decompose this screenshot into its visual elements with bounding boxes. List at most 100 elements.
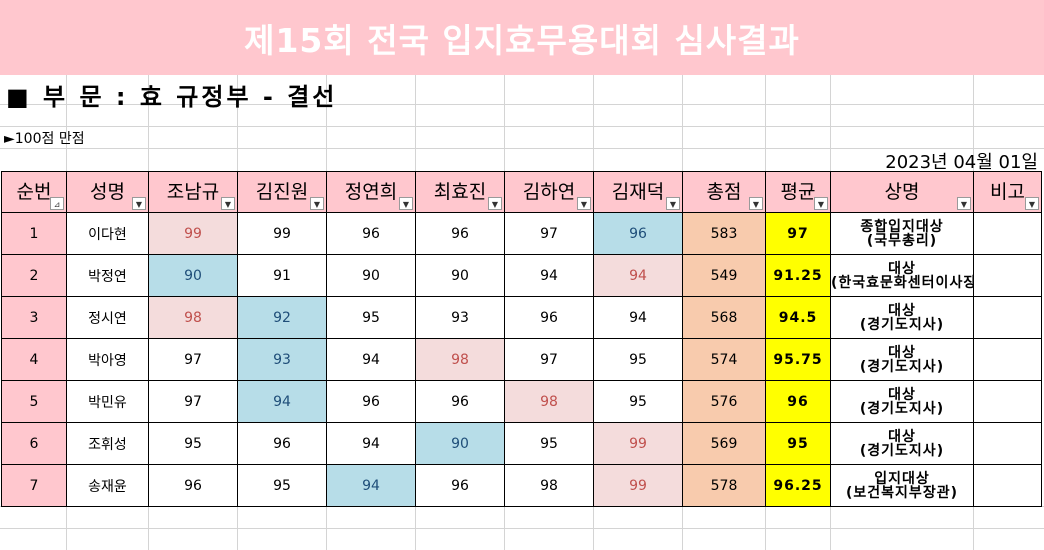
judge-score-cell[interactable]: 90: [415, 254, 505, 297]
name-cell[interactable]: 이다현: [66, 212, 149, 255]
remarks-cell[interactable]: [973, 296, 1042, 339]
total-cell[interactable]: 549: [682, 254, 766, 297]
remarks-cell[interactable]: [973, 380, 1042, 423]
filter-dropdown-icon[interactable]: ▼: [310, 197, 324, 210]
award-cell[interactable]: 종합입지대상 (국무총리): [830, 212, 974, 255]
award-cell[interactable]: 대상 (경기도지사): [830, 380, 974, 423]
judge-score-cell[interactable]: 95: [148, 422, 238, 465]
judge-score-cell[interactable]: 98: [504, 464, 594, 507]
judge-score-cell[interactable]: 94: [504, 254, 594, 297]
name-cell[interactable]: 박아영: [66, 338, 149, 381]
rank-cell[interactable]: 6: [1, 422, 67, 465]
judge-score-cell[interactable]: 94: [593, 254, 683, 297]
judge-score-cell[interactable]: 99: [237, 212, 327, 255]
filter-dropdown-icon[interactable]: ▼: [666, 197, 680, 210]
judge-score-cell[interactable]: 99: [148, 212, 238, 255]
judge-score-cell[interactable]: 96: [593, 212, 683, 255]
table-row: 3 정시연 98 92 95 93 96 94 568 94.5 대상 (경기도지사): [1, 296, 1042, 339]
judge-score-cell[interactable]: 94: [237, 380, 327, 423]
name-cell[interactable]: 조휘성: [66, 422, 149, 465]
sort-filter-icon[interactable]: ⊿: [50, 197, 64, 210]
judge-score-cell[interactable]: 99: [593, 464, 683, 507]
filter-dropdown-icon[interactable]: ▼: [1025, 197, 1039, 210]
rank-cell[interactable]: 5: [1, 380, 67, 423]
judge-score-cell[interactable]: 93: [415, 296, 505, 339]
judge-score-cell[interactable]: 97: [504, 212, 594, 255]
name-cell[interactable]: 박민유: [66, 380, 149, 423]
total-cell[interactable]: 576: [682, 380, 766, 423]
average-cell[interactable]: 96.25: [765, 464, 831, 507]
judge-score-cell[interactable]: 96: [415, 380, 505, 423]
judge-score-cell[interactable]: 98: [415, 338, 505, 381]
judge-score-cell[interactable]: 96: [148, 464, 238, 507]
remarks-cell[interactable]: [973, 422, 1042, 465]
remarks-cell[interactable]: [973, 254, 1042, 297]
judge-score-cell[interactable]: 92: [237, 296, 327, 339]
judge-score-cell[interactable]: 97: [504, 338, 594, 381]
total-cell[interactable]: 574: [682, 338, 766, 381]
award-name: 종합입지대상: [860, 218, 944, 235]
rank-cell[interactable]: 4: [1, 338, 67, 381]
total-cell[interactable]: 568: [682, 296, 766, 339]
average-cell[interactable]: 91.25: [765, 254, 831, 297]
judge-score-cell[interactable]: 95: [504, 422, 594, 465]
average-cell[interactable]: 97: [765, 212, 831, 255]
remarks-cell[interactable]: [973, 464, 1042, 507]
judge-score-cell[interactable]: 95: [593, 380, 683, 423]
judge-score-cell[interactable]: 97: [148, 338, 238, 381]
judge-score-cell[interactable]: 94: [326, 464, 416, 507]
filter-dropdown-icon[interactable]: ▼: [749, 197, 763, 210]
judge-score-cell[interactable]: 96: [415, 212, 505, 255]
judge-score-cell[interactable]: 98: [148, 296, 238, 339]
judge-score-cell[interactable]: 94: [326, 338, 416, 381]
judge-score-cell[interactable]: 93: [237, 338, 327, 381]
filter-dropdown-icon[interactable]: ▼: [399, 197, 413, 210]
average-cell[interactable]: 96: [765, 380, 831, 423]
remarks-cell[interactable]: [973, 212, 1042, 255]
judge-score-cell[interactable]: 96: [415, 464, 505, 507]
name-cell[interactable]: 정시연: [66, 296, 149, 339]
total-cell[interactable]: 569: [682, 422, 766, 465]
judge-score-cell[interactable]: 95: [593, 338, 683, 381]
judge-score-cell[interactable]: 95: [237, 464, 327, 507]
judge-score-cell[interactable]: 96: [326, 212, 416, 255]
total-cell[interactable]: 578: [682, 464, 766, 507]
judge-score-cell[interactable]: 90: [148, 254, 238, 297]
rank-cell[interactable]: 7: [1, 464, 67, 507]
judge-score-cell[interactable]: 97: [148, 380, 238, 423]
rank-cell[interactable]: 3: [1, 296, 67, 339]
average-cell[interactable]: 94.5: [765, 296, 831, 339]
average-cell[interactable]: 95: [765, 422, 831, 465]
rank-cell[interactable]: 1: [1, 212, 67, 255]
award-cell[interactable]: 대상 (경기도지사): [830, 338, 974, 381]
judge-score-cell[interactable]: 90: [326, 254, 416, 297]
filter-dropdown-icon[interactable]: ▼: [221, 197, 235, 210]
judge-score-cell[interactable]: 94: [593, 296, 683, 339]
judge-score-cell[interactable]: 96: [326, 380, 416, 423]
filter-dropdown-icon[interactable]: ▼: [132, 197, 146, 210]
name-cell[interactable]: 박정연: [66, 254, 149, 297]
judge-score-cell[interactable]: 99: [593, 422, 683, 465]
rank-cell[interactable]: 2: [1, 254, 67, 297]
judge-score-cell[interactable]: 98: [504, 380, 594, 423]
award-cell[interactable]: 대상 (경기도지사): [830, 296, 974, 339]
judge-score-cell[interactable]: 91: [237, 254, 327, 297]
award-cell[interactable]: 대상 (한국효문화센터이사장): [830, 254, 974, 297]
judge-score-cell[interactable]: 96: [504, 296, 594, 339]
filter-dropdown-icon[interactable]: ▼: [488, 197, 502, 210]
award-cell[interactable]: 입지대상 (보건복지부장관): [830, 464, 974, 507]
judge-score-cell[interactable]: 96: [237, 422, 327, 465]
remarks-cell[interactable]: [973, 338, 1042, 381]
average-cell[interactable]: 95.75: [765, 338, 831, 381]
total-cell[interactable]: 583: [682, 212, 766, 255]
award-cell[interactable]: 대상 (경기도지사): [830, 422, 974, 465]
award-sponsor: (경기도지사): [859, 316, 945, 333]
judge-score-cell[interactable]: 90: [415, 422, 505, 465]
gridline: [0, 528, 1044, 529]
filter-dropdown-icon[interactable]: ▼: [814, 197, 828, 210]
judge-score-cell[interactable]: 94: [326, 422, 416, 465]
filter-dropdown-icon[interactable]: ▼: [577, 197, 591, 210]
name-cell[interactable]: 송재윤: [66, 464, 149, 507]
judge-score-cell[interactable]: 95: [326, 296, 416, 339]
filter-dropdown-icon[interactable]: ▼: [957, 197, 971, 210]
